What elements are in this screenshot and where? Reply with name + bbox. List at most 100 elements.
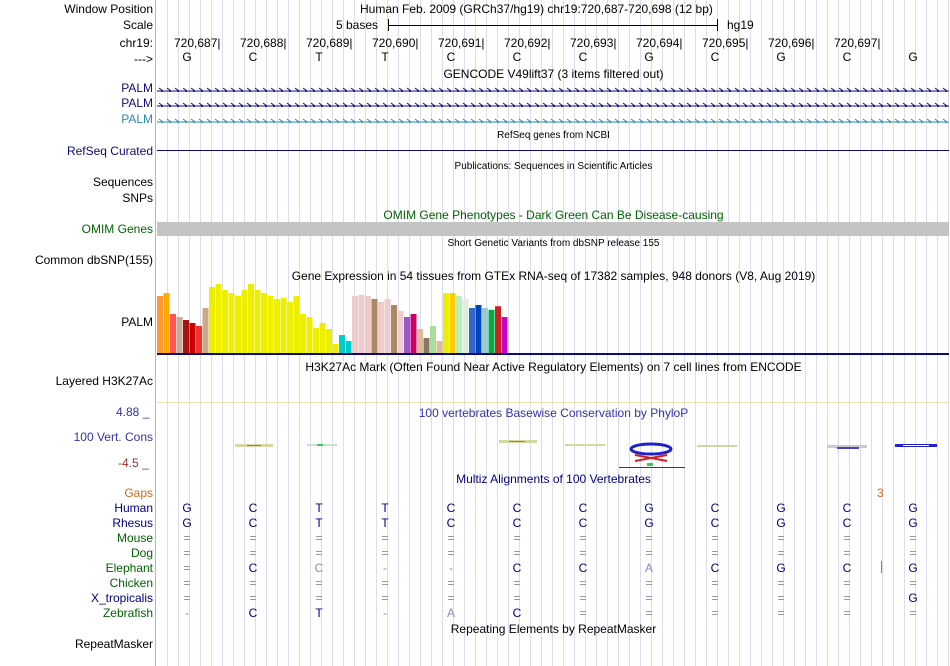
gtex-bar[interactable] bbox=[482, 308, 488, 353]
species-label[interactable]: Zebrafish bbox=[102, 606, 153, 620]
species-label[interactable]: Mouse bbox=[116, 531, 153, 545]
gtex-track-title[interactable]: Gene Expression in 54 tissues from GTEx … bbox=[291, 269, 816, 283]
gtex-bar[interactable] bbox=[209, 287, 215, 353]
alignment-cell: C bbox=[578, 516, 588, 530]
gtex-bar[interactable] bbox=[456, 296, 462, 353]
publications-snps-label[interactable]: SNPs bbox=[122, 191, 153, 205]
gtex-bar[interactable] bbox=[215, 284, 222, 353]
gtex-bar[interactable] bbox=[339, 335, 345, 353]
gtex-bar[interactable] bbox=[391, 305, 397, 353]
gtex-bar[interactable] bbox=[378, 302, 384, 353]
gtex-bar[interactable] bbox=[371, 299, 378, 353]
alignment-cell: = bbox=[909, 576, 917, 590]
gtex-bar[interactable] bbox=[352, 296, 358, 353]
gtex-bar[interactable] bbox=[313, 327, 319, 353]
species-label[interactable]: X_tropicalis bbox=[90, 591, 153, 605]
species-label[interactable]: Dog bbox=[130, 546, 153, 560]
gtex-bar[interactable] bbox=[430, 326, 436, 353]
publications-sequences-label[interactable]: Sequences bbox=[92, 175, 153, 189]
omim-gene-bar[interactable] bbox=[157, 222, 949, 236]
gtex-bar[interactable] bbox=[397, 311, 404, 353]
refseq-label[interactable]: RefSeq Curated bbox=[66, 144, 153, 158]
gtex-bar[interactable] bbox=[469, 308, 475, 353]
gtex-bar[interactable] bbox=[241, 290, 248, 353]
refseq-gene-line[interactable] bbox=[157, 150, 949, 151]
gtex-bar[interactable] bbox=[501, 317, 508, 353]
gencode-item-label[interactable]: PALM bbox=[121, 112, 153, 126]
species-label[interactable]: Human bbox=[114, 501, 153, 515]
gtex-bar[interactable] bbox=[300, 314, 306, 353]
species-label[interactable]: Elephant bbox=[105, 561, 153, 575]
gencode-transcript-2[interactable] bbox=[157, 99, 949, 107]
gtex-bar[interactable] bbox=[287, 302, 293, 353]
gtex-bar[interactable] bbox=[410, 314, 417, 353]
gtex-bar[interactable] bbox=[384, 299, 391, 353]
gtex-bar-chart[interactable] bbox=[157, 283, 949, 355]
dbsnp-track-title[interactable]: Short Genetic Variants from dbSNP releas… bbox=[447, 238, 660, 249]
multiz-track-title[interactable]: Multiz Alignments of 100 Vertebrates bbox=[456, 472, 651, 486]
gtex-bar[interactable] bbox=[202, 308, 209, 353]
gtex-bar[interactable] bbox=[488, 309, 495, 353]
gtex-bar[interactable] bbox=[274, 299, 280, 353]
phylop-logo[interactable] bbox=[157, 436, 949, 470]
assembly-label: hg19 bbox=[727, 18, 754, 32]
gtex-bar[interactable] bbox=[436, 341, 443, 353]
gtex-bar[interactable] bbox=[332, 344, 339, 353]
gencode-item-label[interactable]: PALM bbox=[121, 96, 153, 110]
gtex-bar[interactable] bbox=[365, 296, 371, 353]
gtex-bar[interactable] bbox=[222, 290, 228, 353]
dbsnp-label[interactable]: Common dbSNP(155) bbox=[34, 253, 153, 267]
gencode-item-label[interactable]: PALM bbox=[121, 81, 153, 95]
gtex-bar[interactable] bbox=[475, 305, 482, 353]
ruler-base: G bbox=[776, 50, 786, 64]
gtex-label[interactable]: PALM bbox=[121, 315, 153, 329]
gtex-bar[interactable] bbox=[495, 306, 501, 353]
refseq-track-title[interactable]: RefSeq genes from NCBI bbox=[497, 130, 610, 141]
gaps-label[interactable]: Gaps bbox=[124, 486, 153, 500]
gtex-bar[interactable] bbox=[163, 293, 170, 353]
gtex-bar[interactable] bbox=[170, 314, 176, 353]
gtex-bar[interactable] bbox=[293, 296, 300, 353]
repeatmasker-track-title[interactable]: Repeating Elements by RepeatMasker bbox=[450, 622, 657, 636]
window-position-text[interactable]: Human Feb. 2009 (GRCh37/hg19) chr19:720,… bbox=[360, 2, 713, 16]
h3k27ac-track-title[interactable]: H3K27Ac Mark (Often Found Near Active Re… bbox=[305, 360, 802, 374]
repeatmasker-label[interactable]: RepeatMasker bbox=[74, 637, 153, 651]
gencode-transcript-3[interactable] bbox=[157, 115, 949, 123]
phylop-label[interactable]: 100 Vert. Cons bbox=[73, 430, 153, 444]
gtex-bar[interactable] bbox=[157, 296, 163, 353]
gtex-bar[interactable] bbox=[326, 329, 332, 353]
gtex-bar[interactable] bbox=[404, 317, 410, 353]
gtex-bar[interactable] bbox=[196, 326, 202, 353]
h3k27ac-label[interactable]: Layered H3K27Ac bbox=[55, 374, 153, 388]
gtex-bar[interactable] bbox=[423, 338, 430, 353]
gencode-track-title[interactable]: GENCODE V49lift37 (3 items filtered out) bbox=[443, 67, 664, 81]
ruler-position: 720,690| bbox=[372, 36, 419, 50]
gtex-bar[interactable] bbox=[267, 296, 274, 353]
gtex-bar[interactable] bbox=[417, 329, 423, 353]
gtex-bar[interactable] bbox=[254, 290, 261, 353]
gencode-transcript-1[interactable] bbox=[157, 84, 949, 92]
gtex-bar[interactable] bbox=[462, 299, 469, 353]
gtex-bar[interactable] bbox=[319, 323, 326, 353]
gtex-bar[interactable] bbox=[176, 317, 183, 353]
publications-track-title[interactable]: Publications: Sequences in Scientific Ar… bbox=[454, 161, 653, 172]
species-label[interactable]: Rhesus bbox=[112, 516, 153, 530]
gtex-bar[interactable] bbox=[280, 297, 287, 353]
phylop-track-title[interactable]: 100 vertebrates Basewise Conservation by… bbox=[418, 406, 689, 420]
gtex-bar[interactable] bbox=[306, 317, 313, 353]
alignment-cell: - bbox=[185, 606, 189, 620]
omim-track-title[interactable]: OMIM Gene Phenotypes - Dark Green Can Be… bbox=[383, 208, 724, 222]
gtex-bar[interactable] bbox=[345, 341, 352, 353]
gtex-bar[interactable] bbox=[228, 293, 235, 353]
gtex-bar[interactable] bbox=[443, 293, 449, 353]
omim-label[interactable]: OMIM Genes bbox=[81, 222, 153, 236]
gtex-bar[interactable] bbox=[449, 293, 456, 353]
gtex-bar[interactable] bbox=[189, 323, 196, 353]
species-label[interactable]: Chicken bbox=[109, 576, 153, 590]
alignment-cell: = bbox=[381, 531, 389, 545]
gtex-bar[interactable] bbox=[183, 320, 189, 353]
gtex-bar[interactable] bbox=[235, 296, 241, 353]
gtex-bar[interactable] bbox=[248, 284, 254, 353]
gtex-bar[interactable] bbox=[358, 294, 365, 353]
gtex-bar[interactable] bbox=[261, 293, 267, 353]
